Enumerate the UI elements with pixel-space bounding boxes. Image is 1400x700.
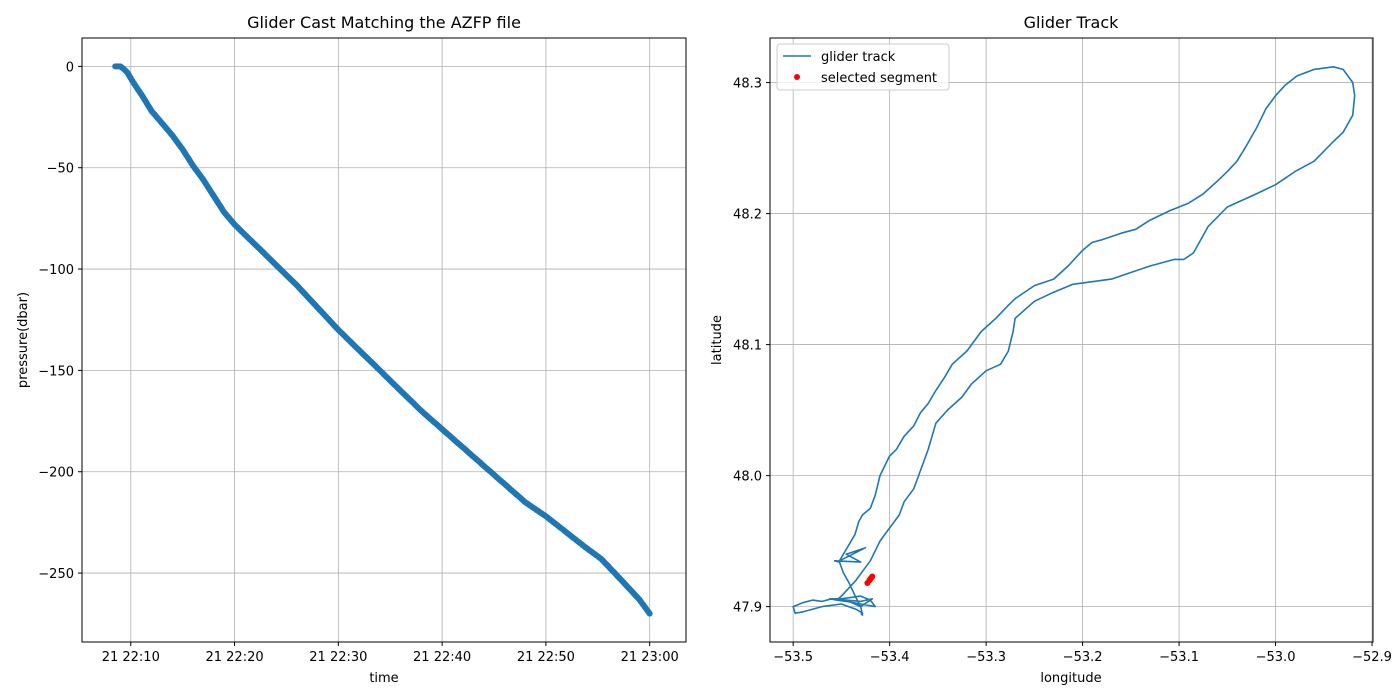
chart-title: Glider Cast Matching the AZFP file (247, 13, 521, 32)
plot-frame (81, 37, 687, 643)
data-marks (792, 66, 1356, 616)
x-tick-label: 21 22:40 (413, 650, 471, 665)
y-tick-label: −50 (47, 162, 74, 177)
x-tick-label: −53.1 (1159, 650, 1199, 665)
x-tick-label: 21 23:00 (621, 650, 679, 665)
x-tick-label: −52.9 (1352, 650, 1392, 665)
legend: glider track selected segment (776, 43, 950, 91)
axis-ticks: −53.5 −53.4 −53.3 −53.2 −53.1 −53.0 −52.9 47.9 4… (733, 77, 1392, 665)
x-tick-label: 21 22:10 (102, 650, 160, 665)
y-tick-label: −150 (38, 364, 74, 379)
x-tick-label: −53.4 (870, 650, 910, 665)
y-tick-label: 48.3 (733, 77, 762, 92)
plot-frame (769, 37, 1374, 643)
x-tick-label: −53.0 (1256, 650, 1296, 665)
selected-segment-point (869, 573, 876, 580)
legend-label-glider-track: glider track (821, 50, 896, 65)
x-tick-label: −53.2 (1063, 650, 1103, 665)
y-tick-label: 48.0 (733, 470, 762, 485)
y-tick-label: 48.2 (733, 208, 762, 223)
y-tick-label: −250 (38, 567, 74, 582)
legend-label-selected-segment: selected segment (821, 71, 937, 86)
y-tick-label: 47.9 (733, 601, 762, 616)
y-tick-label: −200 (38, 466, 74, 481)
x-tick-label: 21 22:30 (309, 650, 367, 665)
x-tick-label: −53.3 (966, 650, 1006, 665)
legend-dot-swatch (794, 74, 800, 80)
pressure-time-chart: Glider Cast Matching the AZFP file 21 22… (16, 13, 687, 686)
glider-track-chart: Glider Track −53.5 −53.4 −53.3 −53.2 −53.1 −5… (710, 13, 1392, 686)
y-tick-label: −100 (38, 263, 74, 278)
y-axis-label: pressure(dbar) (16, 292, 31, 388)
y-tick-label: 48.1 (733, 339, 762, 354)
y-tick-label: 0 (66, 60, 74, 75)
data-marks (112, 63, 653, 617)
x-tick-label: 21 22:50 (517, 650, 575, 665)
x-axis-label: longitude (1040, 671, 1101, 686)
x-axis-label: time (369, 671, 398, 686)
x-tick-label: −53.5 (773, 650, 813, 665)
y-axis-label: latitude (710, 315, 725, 365)
data-point (646, 610, 653, 617)
x-tick-label: 21 22:20 (205, 650, 263, 665)
glider-track-line (792, 66, 1356, 616)
axis-ticks: 21 22:10 21 22:20 21 22:30 21 22:40 21 22:50… (38, 60, 678, 665)
chart-title: Glider Track (1024, 13, 1120, 32)
legend-box (776, 43, 950, 91)
